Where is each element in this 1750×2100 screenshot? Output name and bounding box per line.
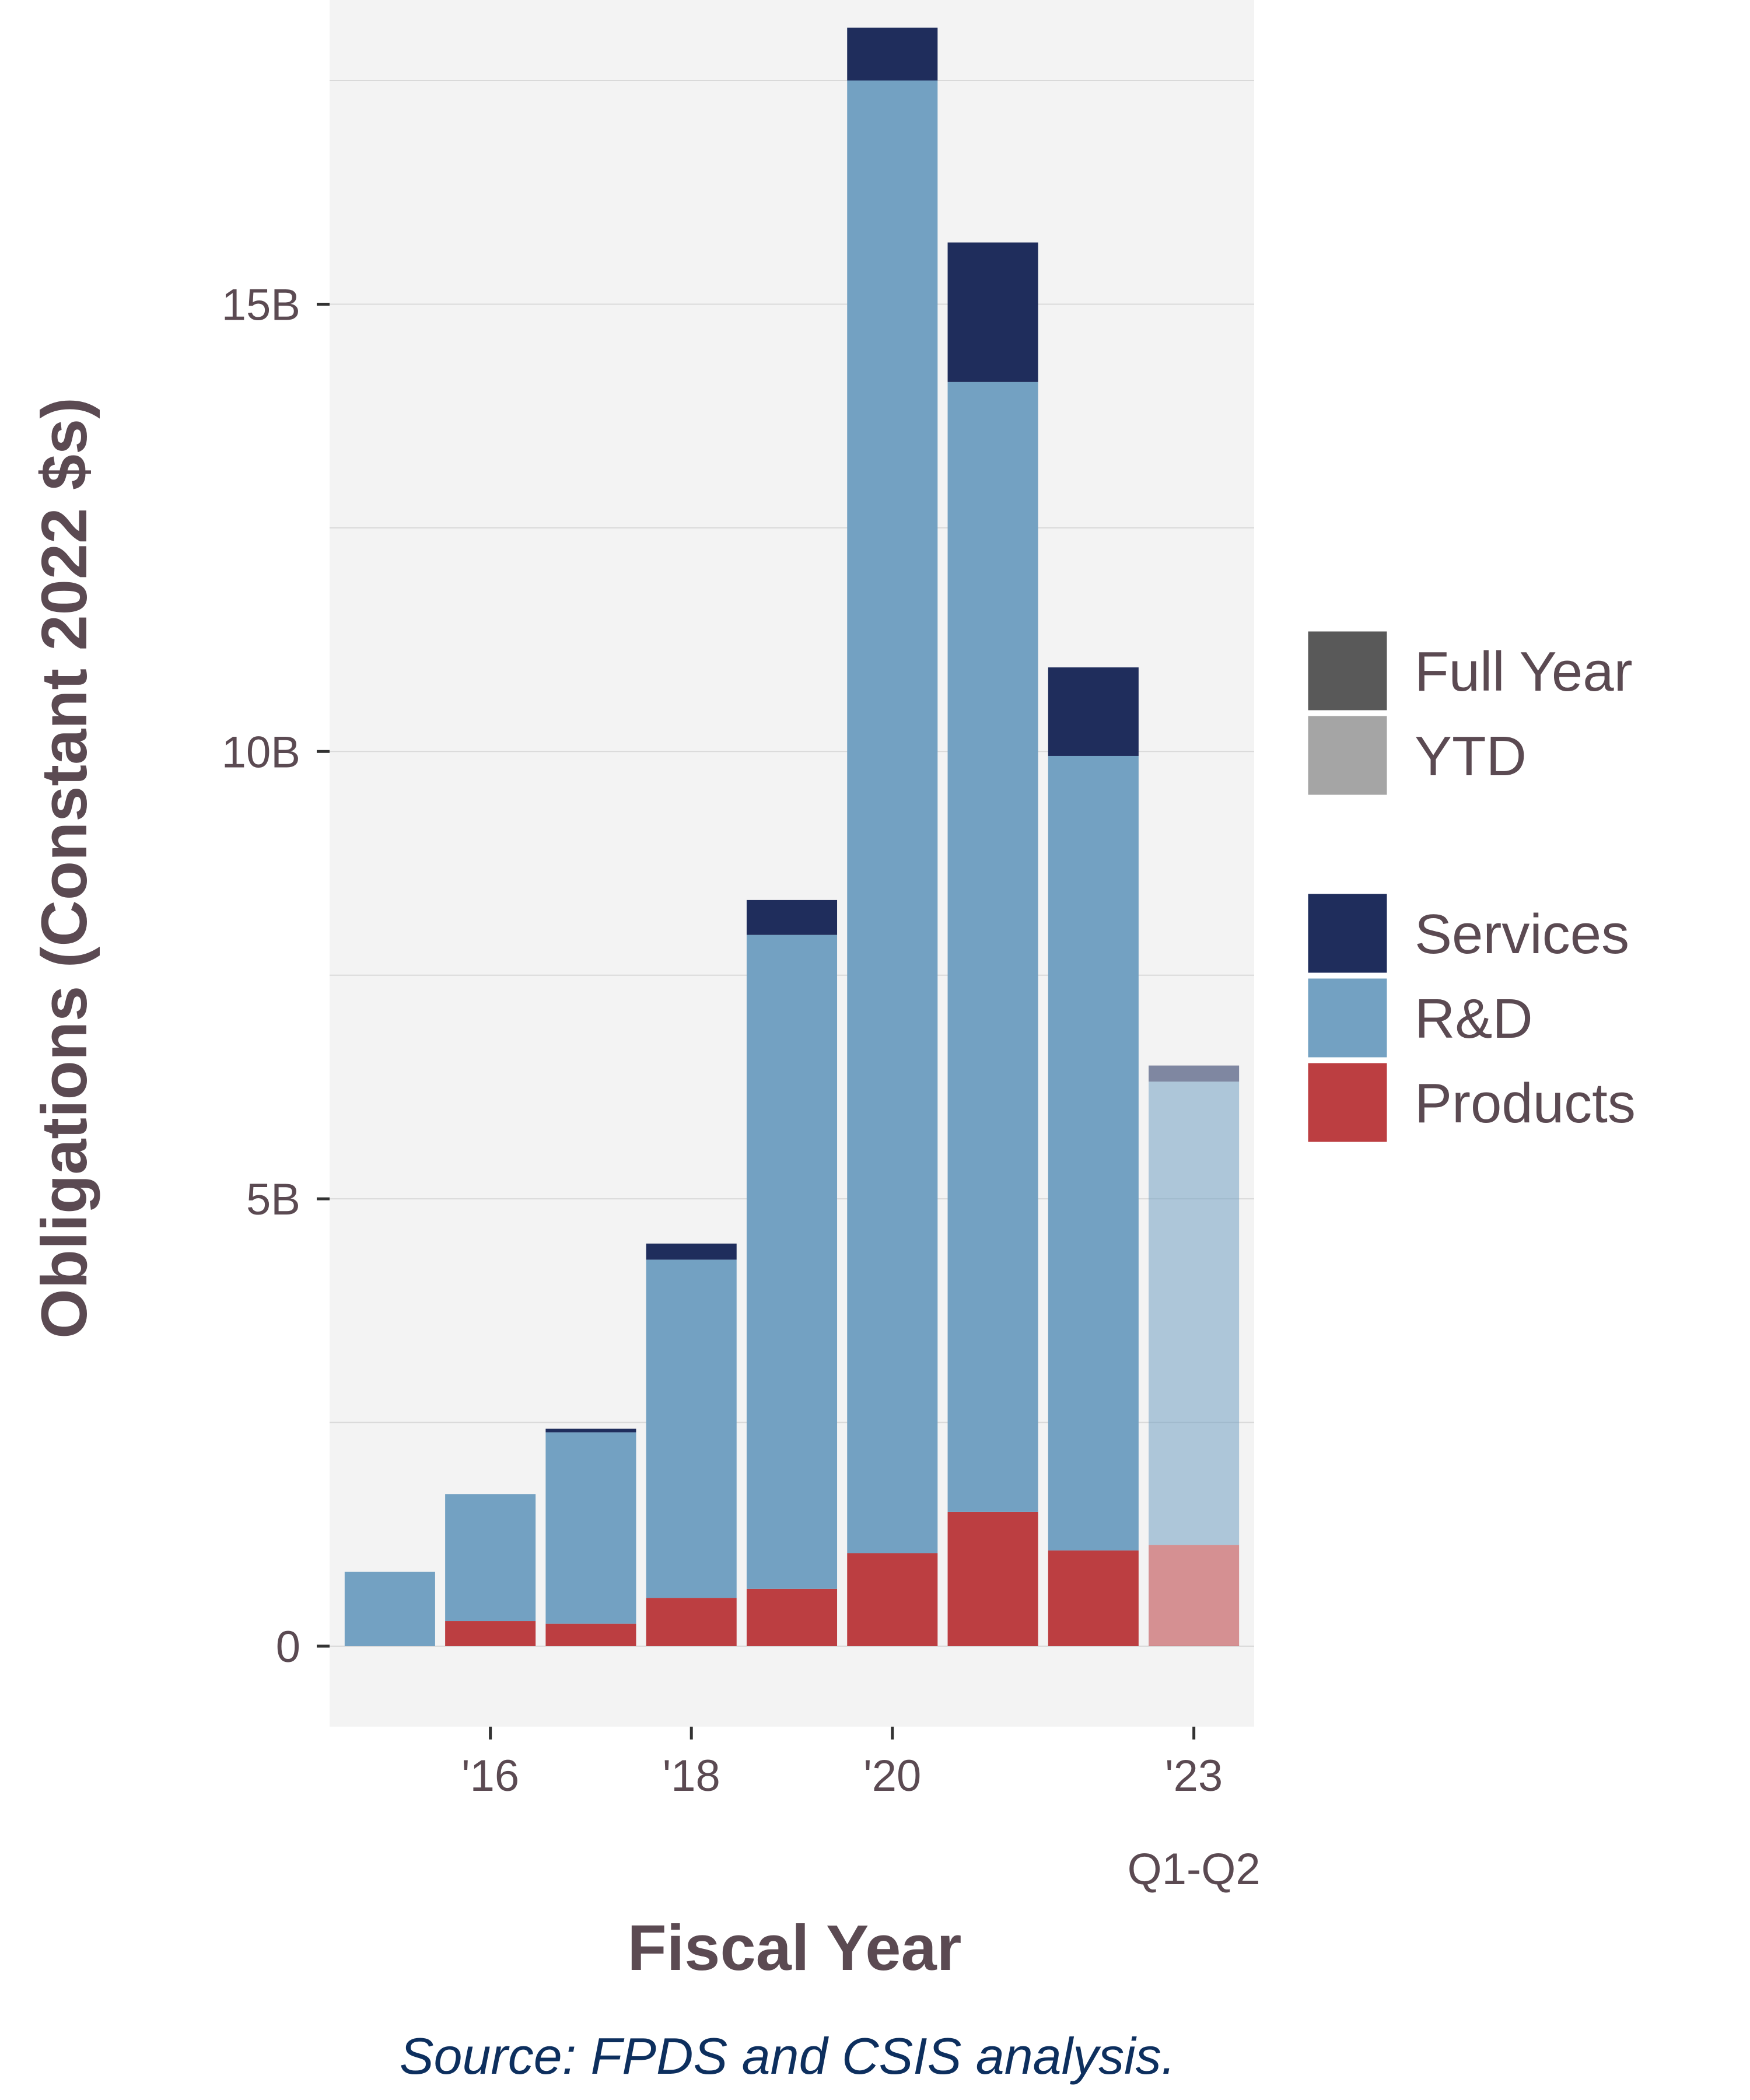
bar-r-d-2015 <box>344 1572 435 1646</box>
x-sublabel: Q1-Q2 <box>1128 1845 1261 1894</box>
legend-key-full-year <box>1305 628 1390 713</box>
bar-r-d-2017 <box>545 1432 636 1624</box>
bar-services-2021 <box>947 242 1038 382</box>
bar-services-2022 <box>1048 667 1139 756</box>
y-tick-label: 15B <box>222 280 300 330</box>
bar-r-d-2019 <box>746 935 838 1589</box>
bars <box>344 27 1240 1646</box>
legend-label-r-d: R&D <box>1415 988 1533 1050</box>
bar-services-2023 <box>1149 1065 1240 1082</box>
bar-r-d-2021 <box>947 382 1038 1512</box>
x-tick-label: '16 <box>461 1751 519 1801</box>
legend-key-ytd <box>1305 713 1390 798</box>
bar-products-2022 <box>1048 1550 1139 1646</box>
x-tick-label: '20 <box>863 1751 921 1801</box>
bar-products-2020 <box>847 1553 938 1646</box>
legend-key-services <box>1305 891 1390 976</box>
legend: Full Year YTD Services R&D Products <box>1305 628 1636 1145</box>
legend-label-full-year: Full Year <box>1415 640 1633 703</box>
x-axis: '16 '18 '20 '23 Q1-Q2 <box>461 1727 1261 1894</box>
legend-key-products <box>1305 1060 1390 1145</box>
x-tick-label: '18 <box>663 1751 720 1801</box>
bar-r-d-2016 <box>445 1494 536 1622</box>
y-tick-label: 5B <box>246 1175 300 1224</box>
bar-r-d-2018 <box>646 1259 737 1598</box>
y-tick-label: 10B <box>222 727 300 777</box>
legend-label-ytd: YTD <box>1415 725 1527 788</box>
bar-products-2018 <box>646 1598 737 1646</box>
bar-products-2023 <box>1149 1545 1240 1646</box>
bar-services-2017 <box>545 1429 636 1433</box>
bar-r-d-2022 <box>1048 755 1139 1550</box>
y-axis-title: Obligations (Constant 2022 $s) <box>29 397 100 1339</box>
legend-label-products: Products <box>1415 1072 1636 1135</box>
legend-key-r-d <box>1305 975 1390 1060</box>
y-axis: 0 5B 10B 15B <box>222 280 330 1672</box>
bar-r-d-2023 <box>1149 1082 1240 1545</box>
bar-services-2019 <box>746 900 838 935</box>
source-note: Source: FPDS and CSIS analysis. <box>400 2027 1175 2085</box>
bar-products-2019 <box>746 1588 838 1646</box>
bar-r-d-2020 <box>847 80 938 1553</box>
x-axis-title: Fiscal Year <box>628 1912 962 1984</box>
bar-services-2018 <box>646 1243 737 1260</box>
legend-label-services: Services <box>1415 903 1629 965</box>
x-tick-label: '23 <box>1165 1751 1223 1801</box>
bar-products-2017 <box>545 1623 636 1646</box>
bar-products-2016 <box>445 1621 536 1646</box>
bar-products-2021 <box>947 1511 1038 1646</box>
y-tick-label: 0 <box>276 1622 300 1672</box>
bar-services-2020 <box>847 27 938 81</box>
